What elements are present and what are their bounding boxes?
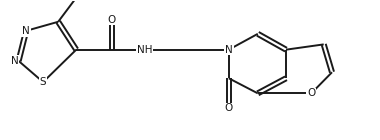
Text: O: O (307, 88, 315, 98)
Text: NH: NH (137, 45, 152, 55)
Text: S: S (40, 77, 46, 87)
Text: N: N (11, 56, 19, 66)
Text: O: O (108, 15, 116, 24)
Text: N: N (225, 45, 233, 55)
Text: O: O (225, 103, 233, 113)
Text: N: N (22, 26, 30, 36)
